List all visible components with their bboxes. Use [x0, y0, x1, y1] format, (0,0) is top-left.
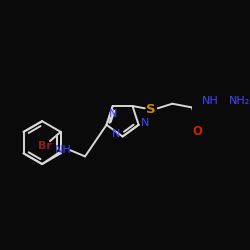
Text: NH: NH [55, 145, 72, 155]
Text: N: N [140, 118, 149, 128]
Text: S: S [146, 103, 156, 116]
Text: O: O [192, 125, 202, 138]
Text: NH: NH [202, 96, 219, 106]
Text: NH₂: NH₂ [229, 96, 250, 106]
Text: N: N [112, 129, 121, 139]
Text: Br: Br [38, 142, 52, 152]
Text: N: N [108, 109, 117, 119]
